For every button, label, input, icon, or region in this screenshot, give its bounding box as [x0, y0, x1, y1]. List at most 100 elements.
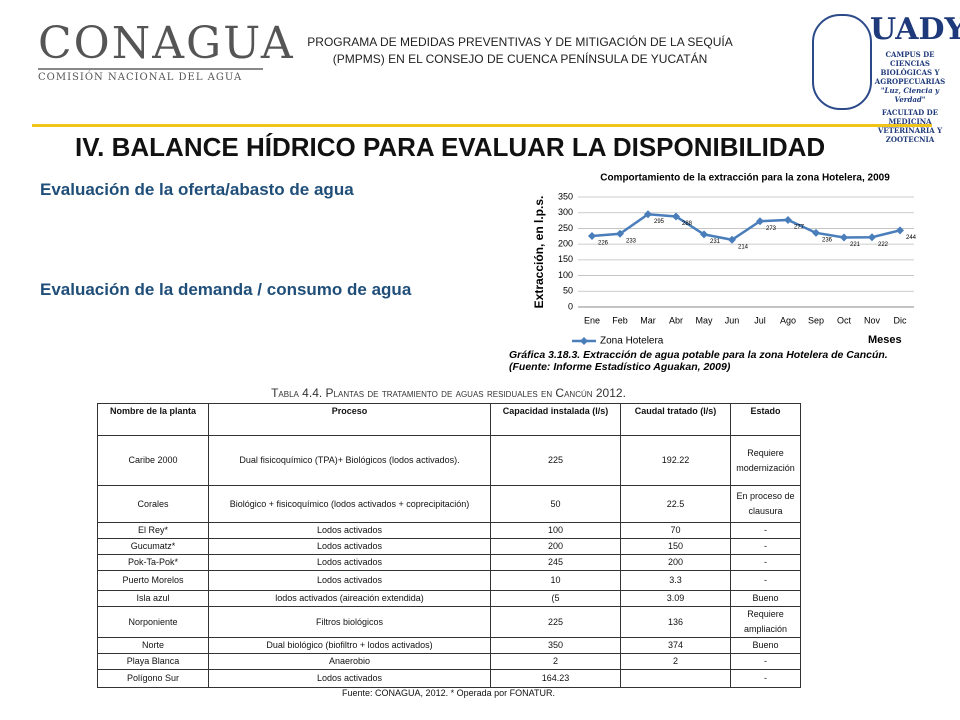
table-cell: Requiere modernización [730, 435, 801, 486]
uady-line: AGROPECUARIAS [874, 77, 946, 86]
uady-line: CIENCIAS [890, 59, 930, 68]
table-cell: Lodos activados [208, 570, 491, 591]
uady-line: BIOLÓGICAS Y [880, 68, 940, 77]
table-cell: - [730, 522, 801, 539]
table-cell: - [730, 554, 801, 571]
table-row: Pok-Ta-Pok* Lodos activados 245 200- [97, 554, 801, 571]
table-cell: 2 [620, 653, 731, 670]
x-tick-label: Jun [725, 315, 740, 325]
series-line [591, 213, 901, 242]
x-tick-label: Jul [754, 315, 766, 325]
x-tick-label: May [695, 315, 713, 325]
table-cell: Corales [97, 485, 209, 523]
header-cell: Caudal tratado (l/s) [620, 403, 731, 436]
table-cell: En proceso de clausura [730, 485, 801, 523]
chart-title: Comportamiento de la extracción para la … [600, 173, 890, 184]
table-cell: Requiere ampliación [730, 606, 801, 638]
table-cell: 100 [490, 522, 621, 539]
y-tick-label: 150 [558, 254, 573, 264]
table-cell: 50 [490, 485, 621, 523]
table-cell: Pok-Ta-Pok* [97, 554, 209, 571]
marker [728, 235, 736, 244]
table-cell: 350 [490, 637, 621, 654]
data-label: 233 [626, 238, 637, 244]
data-label: 288 [682, 221, 693, 227]
header-cell: Capacidad instalada (l/s) [490, 403, 621, 436]
legend-marker [580, 337, 588, 345]
uady-line: "Luz, Ciencia y Verdad" [880, 86, 940, 104]
table-cell: - [730, 653, 801, 670]
table-row: Norponiente Filtros biológicos 225 136 Requi… [97, 606, 801, 638]
table-cell: 200 [490, 538, 621, 555]
table-cell: lodos activados (aireación extendida) [208, 590, 491, 607]
table-cell: Norte [97, 637, 209, 654]
marker [868, 233, 876, 242]
table-cell: Playa Blanca [97, 653, 209, 670]
table-cell: Lodos activados [208, 669, 491, 688]
x-tick-label: Ene [584, 315, 600, 325]
section-heading: Evaluación de la demanda / consumo de ag… [40, 280, 412, 299]
y-tick-label: 100 [558, 270, 573, 280]
data-label: 244 [906, 235, 917, 241]
x-tick-label: Oct [837, 315, 852, 325]
table-row: Polígono Sur Lodos activados 164.23 - [97, 669, 801, 688]
table-row: Norte Dual biológico (biofiltro + lodos a… [97, 637, 801, 654]
table-cell: 150 [620, 538, 731, 555]
table-cell: 22.5 [620, 485, 731, 523]
uady-line: CAMPUS DE [885, 50, 935, 59]
conagua-logo: CONAGUA [38, 18, 295, 69]
y-tick-label: 200 [558, 239, 573, 249]
table-cell: 136 [620, 606, 731, 638]
x-tick-label: Abr [669, 315, 683, 325]
table-row: Caribe 2000 Dual fisicoquímico (TPA)+ Bio… [97, 435, 801, 486]
table-cell: Caribe 2000 [97, 435, 209, 486]
table-cell: Bueno [730, 637, 801, 654]
x-tick-label: Dic [894, 315, 907, 325]
marker [840, 233, 848, 242]
table-cell: 225 [490, 606, 621, 638]
slide-title: IV. BALANCE HÍDRICO PARA EVALUAR LA DISP… [75, 132, 826, 162]
x-tick-label: Ago [780, 315, 796, 325]
table-row: Gucumatz* Lodos activados 200 150- [97, 538, 801, 555]
chart-caption: (Fuente: Informe Estadístico Aguakan, 20… [509, 361, 731, 373]
x-tick-label: Sep [808, 315, 824, 325]
table-cell: 225 [490, 435, 621, 486]
table-cell: Dual biológico (biofiltro + lodos activa… [208, 637, 491, 654]
table-row: El Rey* Lodos activados 100 70- [97, 522, 801, 539]
table-cell: Bueno [730, 590, 801, 607]
table-cell: Dual fisicoquímico (TPA)+ Biológicos (lo… [208, 435, 491, 486]
table-cell: (5 [490, 590, 621, 607]
uady-line: VETERINARIA Y ZOOTECNIA [877, 126, 943, 144]
table-cell: 3.3 [620, 570, 731, 591]
table-cell: 374 [620, 637, 731, 654]
y-axis-label: Extracción, en l.p.s. [532, 196, 546, 309]
data-label: 221 [850, 242, 861, 248]
table-cell: 200 [620, 554, 731, 571]
uady-line: FACULTAD DE MEDICINA [881, 108, 939, 126]
x-axis-label: Meses [868, 334, 902, 346]
marker [812, 228, 820, 237]
table-cell: Lodos activados [208, 522, 491, 539]
divider [32, 124, 932, 127]
marker [700, 230, 708, 239]
y-tick-label: 50 [563, 286, 573, 296]
table-cell: - [730, 570, 801, 591]
chart-caption: Gráfica 3.18.3. Extracción de agua potab… [509, 349, 888, 361]
x-tick-label: Feb [612, 315, 628, 325]
conagua-subtitle: COMISIÓN NACIONAL DEL AGUA [38, 68, 263, 83]
table: Nombre de la planta Proceso Capacidad inst… [97, 403, 801, 688]
data-label: 214 [738, 244, 749, 250]
data-label: 277 [794, 225, 805, 231]
data-label: 273 [766, 226, 777, 232]
table-row: Puerto Morelos Lodos activados 10 3.3- [97, 570, 801, 591]
table-cell: Isla azul [97, 590, 209, 607]
table-row: Corales Biológico + fisicoquímico (lodos … [97, 485, 801, 523]
data-label: 231 [710, 239, 721, 245]
table-cell: - [730, 669, 801, 688]
marker [616, 229, 624, 238]
table-cell: 164.23 [490, 669, 621, 688]
table-cell: Lodos activados [208, 554, 491, 571]
table-footnote: Fuente: CONAGUA, 2012. * Operada por FON… [342, 688, 555, 698]
table-cell: Norponiente [97, 606, 209, 638]
header-cell: Proceso [208, 403, 491, 436]
